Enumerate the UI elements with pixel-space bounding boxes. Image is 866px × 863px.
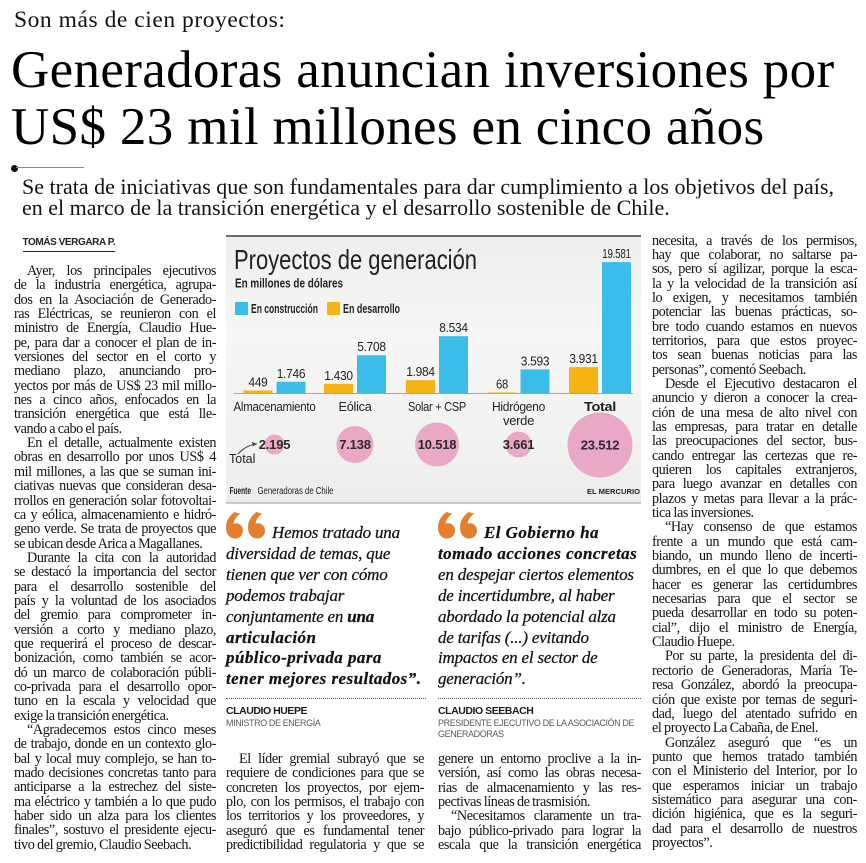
svg-text:Hidrógeno: Hidrógeno: [492, 399, 545, 414]
svg-text:Proyectos de generación: Proyectos de generación: [234, 244, 477, 275]
svg-text:1.430: 1.430: [324, 369, 353, 383]
svg-text:1.984: 1.984: [406, 365, 435, 379]
svg-text:3.593: 3.593: [521, 354, 550, 368]
svg-text:7.138: 7.138: [339, 437, 371, 452]
svg-text:Eólica: Eólica: [339, 399, 373, 414]
svg-text:3.931: 3.931: [569, 352, 598, 366]
svg-text:Generadoras de Chile: Generadoras de Chile: [258, 486, 334, 497]
svg-text:8.534: 8.534: [439, 321, 468, 335]
svg-text:Total: Total: [584, 399, 616, 414]
svg-text:En construcción: En construcción: [251, 302, 318, 316]
svg-text:EL MERCURIO: EL MERCURIO: [587, 487, 640, 496]
svg-text:23.512: 23.512: [581, 438, 620, 453]
svg-text:Total: Total: [229, 452, 255, 466]
svg-text:19.581: 19.581: [602, 247, 631, 261]
svg-text:68: 68: [496, 378, 508, 392]
svg-text:En millones de dólares: En millones de dólares: [235, 277, 343, 291]
svg-text:3.661: 3.661: [503, 437, 535, 452]
svg-text:En desarrollo: En desarrollo: [343, 302, 400, 316]
svg-text:449: 449: [249, 376, 268, 390]
svg-text:1.746: 1.746: [277, 367, 306, 381]
svg-text:5.708: 5.708: [357, 340, 386, 354]
svg-text:Solar + CSP: Solar + CSP: [408, 399, 466, 414]
svg-text:Fuente: Fuente: [230, 486, 252, 497]
svg-text:Almacenamiento: Almacenamiento: [234, 399, 316, 414]
svg-text:verde: verde: [503, 413, 534, 428]
svg-text:10.518: 10.518: [418, 437, 457, 452]
svg-text:2.195: 2.195: [259, 437, 291, 452]
